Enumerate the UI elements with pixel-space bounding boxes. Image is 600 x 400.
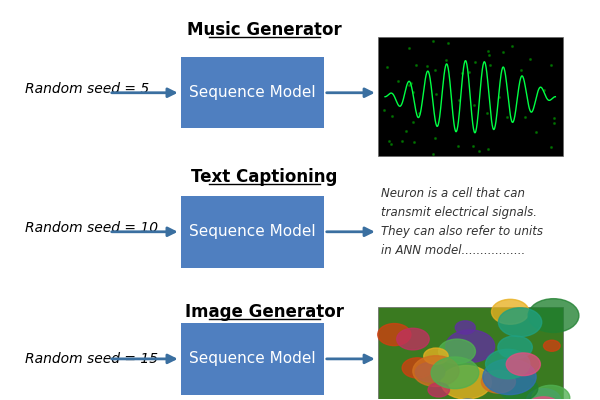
Circle shape xyxy=(483,359,536,394)
Circle shape xyxy=(499,375,538,400)
Circle shape xyxy=(424,348,448,364)
Point xyxy=(484,146,493,152)
Circle shape xyxy=(453,399,482,400)
Point xyxy=(414,110,424,116)
FancyBboxPatch shape xyxy=(181,196,324,268)
Point xyxy=(468,142,478,149)
Text: Image Generator: Image Generator xyxy=(185,303,344,321)
Point xyxy=(469,102,479,108)
Point xyxy=(470,59,479,65)
Circle shape xyxy=(402,358,433,378)
Text: Random seed = 5: Random seed = 5 xyxy=(25,82,149,96)
Point xyxy=(483,48,493,54)
Point xyxy=(550,120,559,126)
Point xyxy=(549,115,559,122)
Circle shape xyxy=(441,366,491,399)
Point xyxy=(453,142,463,149)
Point xyxy=(458,70,467,76)
Text: Random seed = 15: Random seed = 15 xyxy=(25,352,158,366)
Circle shape xyxy=(431,357,479,389)
Text: Sequence Model: Sequence Model xyxy=(189,224,316,239)
Point xyxy=(546,62,556,68)
Circle shape xyxy=(532,385,570,400)
Point xyxy=(485,62,495,68)
Circle shape xyxy=(528,299,579,332)
Point xyxy=(380,106,389,113)
Point xyxy=(428,150,438,157)
Point xyxy=(499,49,508,55)
Point xyxy=(404,82,413,89)
Point xyxy=(412,62,421,69)
Circle shape xyxy=(499,308,542,337)
Point xyxy=(442,57,451,64)
FancyBboxPatch shape xyxy=(181,57,324,128)
FancyBboxPatch shape xyxy=(181,323,324,395)
Point xyxy=(431,91,441,97)
FancyBboxPatch shape xyxy=(377,37,563,156)
Point xyxy=(388,113,397,120)
Text: Music Generator: Music Generator xyxy=(187,21,341,39)
Point xyxy=(482,110,491,116)
Point xyxy=(386,141,396,147)
Point xyxy=(428,38,437,44)
Circle shape xyxy=(544,340,560,351)
Circle shape xyxy=(455,321,475,334)
Point xyxy=(409,119,418,125)
Text: Sequence Model: Sequence Model xyxy=(189,85,316,100)
Point xyxy=(507,43,517,49)
Circle shape xyxy=(397,328,429,350)
Text: Neuron is a cell that can
transmit electrical signals.
They can also refer to un: Neuron is a cell that can transmit elect… xyxy=(380,187,542,257)
Point xyxy=(406,79,416,86)
Point xyxy=(539,86,548,93)
Point xyxy=(430,67,440,74)
Circle shape xyxy=(506,353,541,376)
Circle shape xyxy=(498,336,532,359)
Circle shape xyxy=(413,356,459,386)
Point xyxy=(409,139,419,145)
Point xyxy=(531,128,541,135)
Text: Sequence Model: Sequence Model xyxy=(189,351,316,366)
Point xyxy=(430,135,440,141)
Point xyxy=(384,138,394,144)
Point xyxy=(546,144,556,150)
Circle shape xyxy=(446,330,494,362)
Circle shape xyxy=(527,389,560,400)
Point xyxy=(474,148,484,154)
Point xyxy=(494,94,504,101)
Circle shape xyxy=(378,324,411,346)
Point xyxy=(401,128,410,135)
Point xyxy=(398,137,407,144)
Point xyxy=(525,56,535,62)
Circle shape xyxy=(525,397,562,400)
Point xyxy=(382,64,392,70)
FancyBboxPatch shape xyxy=(377,307,563,400)
Point xyxy=(521,114,530,120)
Point xyxy=(503,114,512,120)
Point xyxy=(409,89,418,95)
Point xyxy=(394,78,403,84)
Point xyxy=(422,62,432,69)
Point xyxy=(517,67,526,74)
Point xyxy=(485,52,494,58)
Point xyxy=(443,40,452,46)
Circle shape xyxy=(415,362,445,382)
Point xyxy=(455,97,464,103)
Text: Random seed = 10: Random seed = 10 xyxy=(25,221,158,235)
Circle shape xyxy=(491,299,529,324)
Point xyxy=(404,45,413,51)
Circle shape xyxy=(481,370,515,393)
Circle shape xyxy=(439,339,475,364)
Circle shape xyxy=(485,349,530,379)
Point xyxy=(464,69,474,75)
Text: Text Captioning: Text Captioning xyxy=(191,168,337,186)
Circle shape xyxy=(428,383,449,397)
